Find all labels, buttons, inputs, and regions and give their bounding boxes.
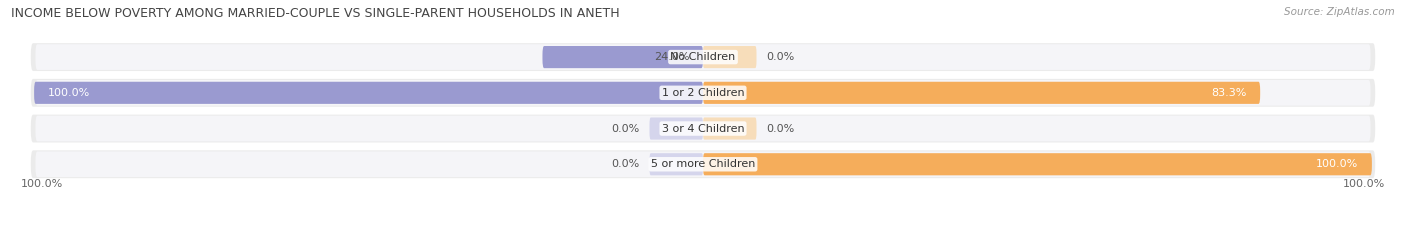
FancyBboxPatch shape (35, 116, 1371, 141)
Text: 3 or 4 Children: 3 or 4 Children (662, 123, 744, 134)
FancyBboxPatch shape (35, 80, 1371, 106)
FancyBboxPatch shape (31, 115, 1375, 142)
Text: No Children: No Children (671, 52, 735, 62)
FancyBboxPatch shape (650, 117, 703, 140)
Text: 83.3%: 83.3% (1212, 88, 1247, 98)
Text: 0.0%: 0.0% (612, 123, 640, 134)
FancyBboxPatch shape (703, 117, 756, 140)
FancyBboxPatch shape (35, 44, 1371, 70)
Text: 5 or more Children: 5 or more Children (651, 159, 755, 169)
FancyBboxPatch shape (703, 46, 756, 68)
FancyBboxPatch shape (703, 82, 1260, 104)
Text: 0.0%: 0.0% (766, 123, 794, 134)
FancyBboxPatch shape (31, 150, 1375, 178)
FancyBboxPatch shape (35, 151, 1371, 177)
FancyBboxPatch shape (543, 46, 703, 68)
FancyBboxPatch shape (31, 43, 1375, 71)
FancyBboxPatch shape (34, 82, 703, 104)
FancyBboxPatch shape (703, 153, 1372, 175)
FancyBboxPatch shape (650, 153, 703, 175)
Text: 24.0%: 24.0% (654, 52, 689, 62)
Text: 100.0%: 100.0% (48, 88, 90, 98)
Text: 100.0%: 100.0% (1316, 159, 1358, 169)
Text: 100.0%: 100.0% (21, 178, 63, 188)
Text: 100.0%: 100.0% (1343, 178, 1385, 188)
Text: 0.0%: 0.0% (612, 159, 640, 169)
Text: 1 or 2 Children: 1 or 2 Children (662, 88, 744, 98)
FancyBboxPatch shape (31, 79, 1375, 107)
Text: INCOME BELOW POVERTY AMONG MARRIED-COUPLE VS SINGLE-PARENT HOUSEHOLDS IN ANETH: INCOME BELOW POVERTY AMONG MARRIED-COUPL… (11, 7, 620, 20)
Text: Source: ZipAtlas.com: Source: ZipAtlas.com (1284, 7, 1395, 17)
Text: 0.0%: 0.0% (766, 52, 794, 62)
